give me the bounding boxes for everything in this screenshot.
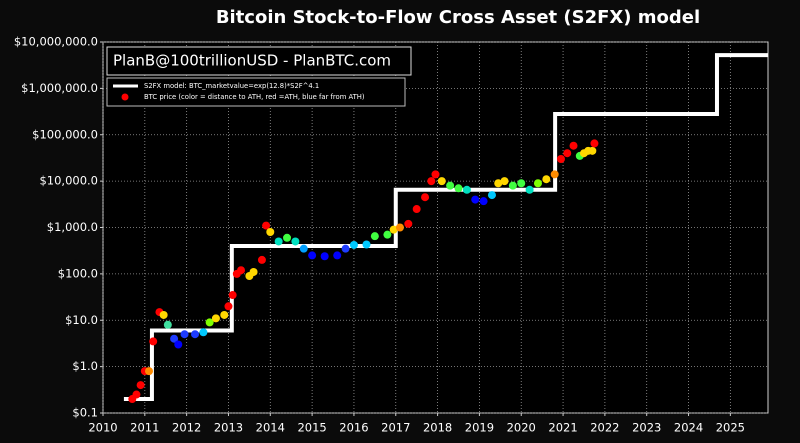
price-point [590, 139, 599, 148]
y-tick-label: $10,000.0 [39, 174, 98, 188]
price-point [320, 252, 329, 261]
price-point [383, 230, 392, 239]
price-point [569, 141, 578, 150]
annotation: PlanB@100trillionUSD - PlanBTC.com [113, 52, 391, 70]
x-tick-label: 2013 [214, 421, 243, 435]
legend-label: BTC price (color = distance to ATH, red … [144, 93, 365, 101]
price-point [500, 177, 509, 186]
price-point [508, 181, 517, 190]
annotation-box [106, 46, 412, 76]
legend-box [106, 77, 406, 107]
price-point [174, 340, 183, 349]
y-tick-label: $1.0 [72, 359, 98, 373]
price-point [262, 221, 271, 230]
y-tick-label: $1,000.0 [47, 220, 98, 234]
price-point [205, 318, 214, 327]
price-point [170, 334, 179, 343]
price-point [283, 233, 292, 242]
price-point [199, 328, 208, 337]
x-tick-label: 2015 [297, 421, 326, 435]
price-point [308, 251, 317, 260]
price-point [471, 195, 480, 204]
price-point [349, 240, 358, 249]
price-point [180, 330, 189, 339]
price-point [249, 267, 258, 276]
price-point [479, 197, 488, 206]
x-tick-label: 2016 [339, 421, 368, 435]
x-tick-label: 2018 [423, 421, 452, 435]
x-tick-label: 2011 [130, 421, 159, 435]
price-point [412, 205, 421, 214]
y-tick-label: $0.1 [72, 406, 98, 420]
price-point [588, 146, 597, 155]
x-tick-label: 2021 [548, 421, 577, 435]
x-tick-label: 2012 [172, 421, 201, 435]
y-tick-label: $100,000.0 [32, 127, 98, 141]
legend-symbol [121, 93, 129, 101]
x-tick-label: 2024 [674, 421, 703, 435]
price-point [266, 227, 275, 236]
price-point [446, 181, 455, 190]
price-point [145, 367, 154, 376]
price-point [333, 251, 342, 260]
chart-title: Bitcoin Stock-to-Flow Cross Asset (S2FX)… [216, 7, 700, 28]
price-point [370, 232, 379, 241]
y-tick-label: $10.0 [65, 313, 98, 327]
y-tick-label: $1,000,000.0 [21, 81, 98, 95]
price-point [149, 337, 158, 346]
price-point [163, 320, 172, 329]
price-point [274, 237, 283, 246]
price-point [517, 179, 526, 188]
price-point [228, 291, 237, 300]
price-point [211, 314, 220, 323]
price-point [494, 179, 503, 188]
price-point [159, 310, 168, 319]
price-point [237, 266, 246, 275]
price-point [224, 302, 233, 311]
price-point [556, 154, 565, 163]
x-tick-label: 2025 [716, 421, 745, 435]
price-point [427, 177, 436, 186]
x-tick-label: 2010 [88, 421, 117, 435]
x-tick-label: 2014 [256, 421, 285, 435]
price-point [550, 170, 559, 179]
x-tick-label: 2019 [465, 421, 494, 435]
y-tick-label: $10,000,000.0 [14, 35, 98, 49]
price-point [220, 310, 229, 319]
price-point [525, 185, 534, 194]
price-point [395, 223, 404, 232]
price-point [542, 175, 551, 184]
x-tick-label: 2022 [590, 421, 619, 435]
price-point [437, 177, 446, 186]
price-point [454, 184, 463, 193]
price-point [257, 255, 266, 264]
price-point [431, 170, 440, 179]
price-point [362, 240, 371, 249]
legend-label: S2FX model: BTC_marketvalue=exp(12.8)*S2… [144, 82, 319, 90]
price-point [404, 219, 413, 228]
y-tick-label: $100.0 [58, 266, 98, 280]
price-point [191, 330, 200, 339]
price-point [136, 381, 145, 390]
price-point [487, 191, 496, 200]
price-point [389, 225, 398, 234]
x-tick-label: 2023 [632, 421, 661, 435]
price-point [563, 149, 572, 158]
price-point [132, 390, 141, 399]
price-point [533, 179, 542, 188]
x-tick-label: 2017 [381, 421, 410, 435]
x-tick-label: 2020 [507, 421, 536, 435]
price-point [341, 244, 350, 253]
price-point [299, 244, 308, 253]
price-point [421, 193, 430, 202]
price-point [462, 185, 471, 194]
price-point [291, 237, 300, 246]
